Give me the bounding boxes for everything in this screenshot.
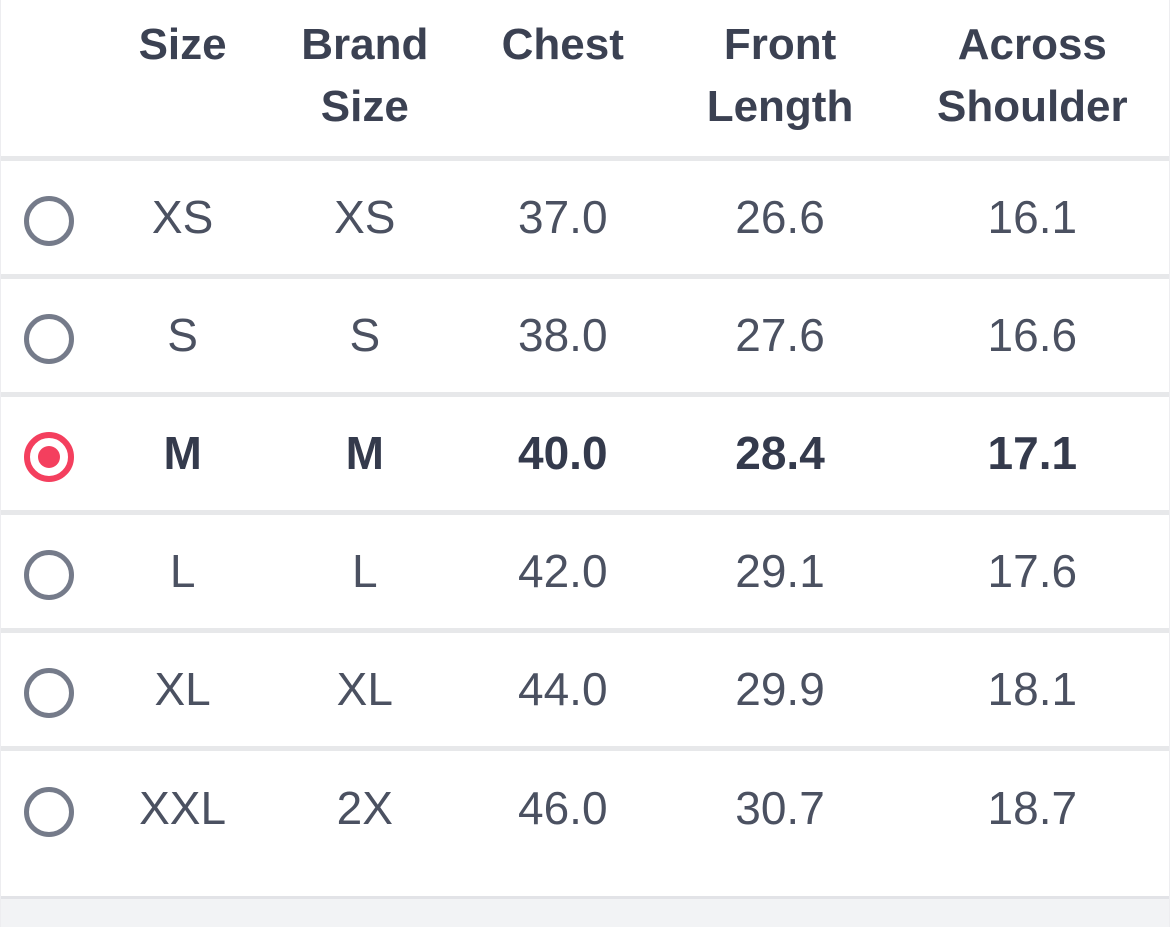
radio-dot bbox=[38, 682, 60, 704]
header-front-length: Front Length bbox=[664, 0, 896, 161]
header-chest: Chest bbox=[461, 0, 665, 161]
brand-size-value: 2X bbox=[336, 782, 393, 835]
size-chart-header: Size Brand Size Chest Front Length Acros… bbox=[1, 0, 1169, 161]
brand-size-value: XS bbox=[268, 158, 462, 279]
front-length-value: 26.6 bbox=[664, 158, 896, 279]
radio-dot bbox=[38, 210, 60, 232]
size-radio[interactable] bbox=[23, 786, 74, 837]
size-row-xl[interactable]: XL XL 44.0 29.9 18.1 bbox=[1, 630, 1169, 751]
size-row-s[interactable]: S S 38.0 27.6 16.6 bbox=[1, 276, 1169, 397]
header-across-shoulder-line1: Across bbox=[957, 20, 1107, 69]
header-row: Size Brand Size Chest Front Length Acros… bbox=[1, 0, 1169, 161]
size-row-xs[interactable]: XS XS 37.0 26.6 16.1 bbox=[1, 158, 1169, 279]
size-value: S bbox=[96, 276, 269, 397]
radio-dot bbox=[38, 801, 60, 823]
size-chart-table: Size Brand Size Chest Front Length Acros… bbox=[1, 0, 1169, 866]
size-value: L bbox=[96, 512, 269, 633]
radio-cell bbox=[1, 748, 97, 866]
header-size-label: Size bbox=[138, 20, 227, 69]
brand-size-value: S bbox=[268, 276, 462, 397]
front-length-value: 29.1 bbox=[664, 512, 896, 633]
size-row-xxl[interactable]: XXL 2X 46.0 30.7 18.7 bbox=[1, 748, 1169, 866]
front-length-value: 30.7 bbox=[735, 782, 825, 835]
brand-size-value: M bbox=[268, 394, 462, 515]
front-length-value: 28.4 bbox=[664, 394, 896, 515]
chest-value: 40.0 bbox=[461, 394, 665, 515]
header-brand-size-line2: Size bbox=[320, 82, 409, 131]
across-shoulder-value: 16.6 bbox=[895, 276, 1169, 397]
radio-cell bbox=[1, 394, 97, 515]
front-length-value: 29.9 bbox=[664, 630, 896, 751]
size-radio[interactable] bbox=[23, 313, 74, 364]
size-value: XL bbox=[96, 630, 269, 751]
footer-strip bbox=[1, 896, 1169, 927]
radio-dot bbox=[37, 445, 60, 468]
radio-dot bbox=[38, 564, 60, 586]
header-across-shoulder-line2: Shoulder bbox=[936, 82, 1128, 131]
brand-size-value: XL bbox=[268, 630, 462, 751]
size-radio[interactable] bbox=[23, 549, 74, 600]
size-value: M bbox=[96, 394, 269, 515]
radio-cell bbox=[1, 630, 97, 751]
size-radio[interactable] bbox=[23, 667, 74, 718]
chest-value: 46.0 bbox=[518, 782, 608, 835]
across-shoulder-value: 16.1 bbox=[895, 158, 1169, 279]
radio-cell bbox=[1, 512, 97, 633]
header-chest-label: Chest bbox=[501, 20, 624, 69]
header-brand-size: Brand Size bbox=[268, 0, 462, 161]
across-shoulder-value: 17.1 bbox=[895, 394, 1169, 515]
header-size: Size bbox=[96, 0, 269, 161]
size-chart-body: XS XS 37.0 26.6 16.1 S S 38.0 27.6 16.6 bbox=[1, 158, 1169, 866]
size-value: XS bbox=[96, 158, 269, 279]
header-brand-size-line1: Brand bbox=[301, 20, 429, 69]
brand-size-value: L bbox=[268, 512, 462, 633]
size-radio-selected[interactable] bbox=[23, 431, 74, 482]
size-row-m[interactable]: M M 40.0 28.4 17.1 bbox=[1, 394, 1169, 515]
front-length-value: 27.6 bbox=[664, 276, 896, 397]
across-shoulder-value: 18.7 bbox=[987, 782, 1078, 835]
across-shoulder-value: 17.6 bbox=[895, 512, 1169, 633]
header-radio-spacer bbox=[1, 0, 97, 161]
chest-value: 42.0 bbox=[461, 512, 665, 633]
size-row-l[interactable]: L L 42.0 29.1 17.6 bbox=[1, 512, 1169, 633]
radio-cell bbox=[1, 276, 97, 397]
radio-dot bbox=[38, 328, 60, 350]
size-value: XXL bbox=[139, 782, 227, 835]
chest-value: 37.0 bbox=[461, 158, 665, 279]
radio-cell bbox=[1, 158, 97, 279]
header-front-length-line2: Length bbox=[706, 82, 854, 131]
size-radio[interactable] bbox=[23, 195, 74, 246]
header-front-length-line1: Front bbox=[723, 20, 837, 69]
chest-value: 44.0 bbox=[461, 630, 665, 751]
across-shoulder-value: 18.1 bbox=[895, 630, 1169, 751]
chest-value: 38.0 bbox=[461, 276, 665, 397]
header-across-shoulder: Across Shoulder bbox=[895, 0, 1169, 161]
